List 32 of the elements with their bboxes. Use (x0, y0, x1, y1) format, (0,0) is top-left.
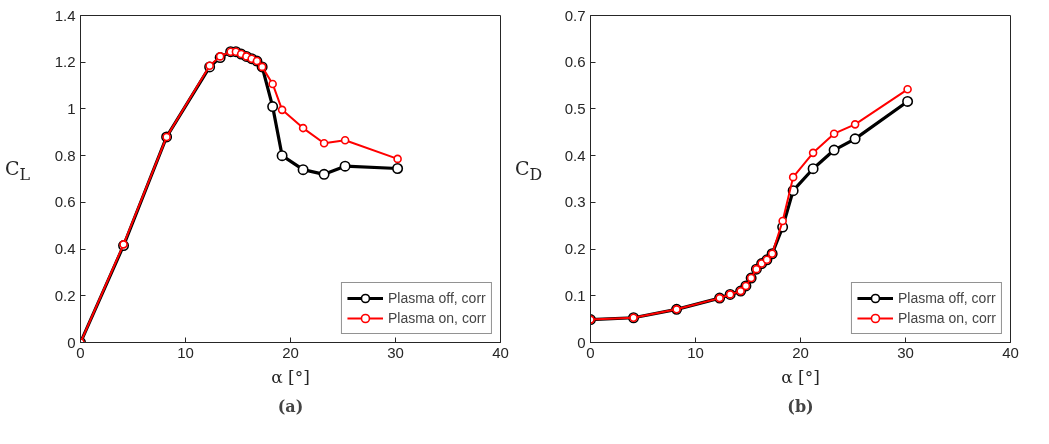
y-axis-title: C$_{D}$ (515, 156, 543, 186)
y-axis-title: C$_{L}$ (5, 156, 31, 186)
y-tick-label: 0.6 (564, 53, 586, 71)
y-tick-label: 1.4 (54, 6, 76, 24)
x-tick-label: 30 (897, 343, 914, 361)
x-axis-title: α [°] (781, 366, 820, 387)
x-tick-label: 10 (687, 343, 704, 361)
x-tick-label: 20 (792, 343, 809, 361)
x-tick-label: 40 (1002, 343, 1019, 361)
y-tick-label: 1 (67, 99, 76, 117)
x-axis-title: α [°] (271, 366, 310, 387)
y-tick-label: 1.2 (54, 53, 76, 71)
x-tick-label: 30 (387, 343, 404, 361)
legend-label: Plasma on, corr (897, 309, 996, 327)
legend-label: Plasma off, corr (897, 289, 996, 307)
legend-label: Plasma on, corr (387, 309, 486, 327)
y-tick-label: 0.2 (54, 286, 76, 304)
y-tick-label: 0.3 (564, 193, 586, 211)
y-tick-label: 0.4 (54, 240, 76, 258)
y-tick-label: 0.1 (564, 286, 586, 304)
text: (a) (277, 396, 304, 416)
y-tick-label: 0.2 (564, 240, 586, 258)
y-tick-label: 0.6 (54, 193, 76, 211)
x-tick-label: 10 (177, 343, 194, 361)
y-tick-label: 0.7 (564, 6, 586, 24)
text: (b) (787, 396, 814, 416)
y-tick-label: 0.4 (564, 146, 586, 164)
x-tick-label: 20 (282, 343, 299, 361)
y-tick-label: 0.8 (54, 146, 76, 164)
x-tick-label: 40 (492, 343, 509, 361)
legend-label: Plasma off, corr (387, 289, 486, 307)
y-tick-label: 0.5 (564, 99, 586, 117)
